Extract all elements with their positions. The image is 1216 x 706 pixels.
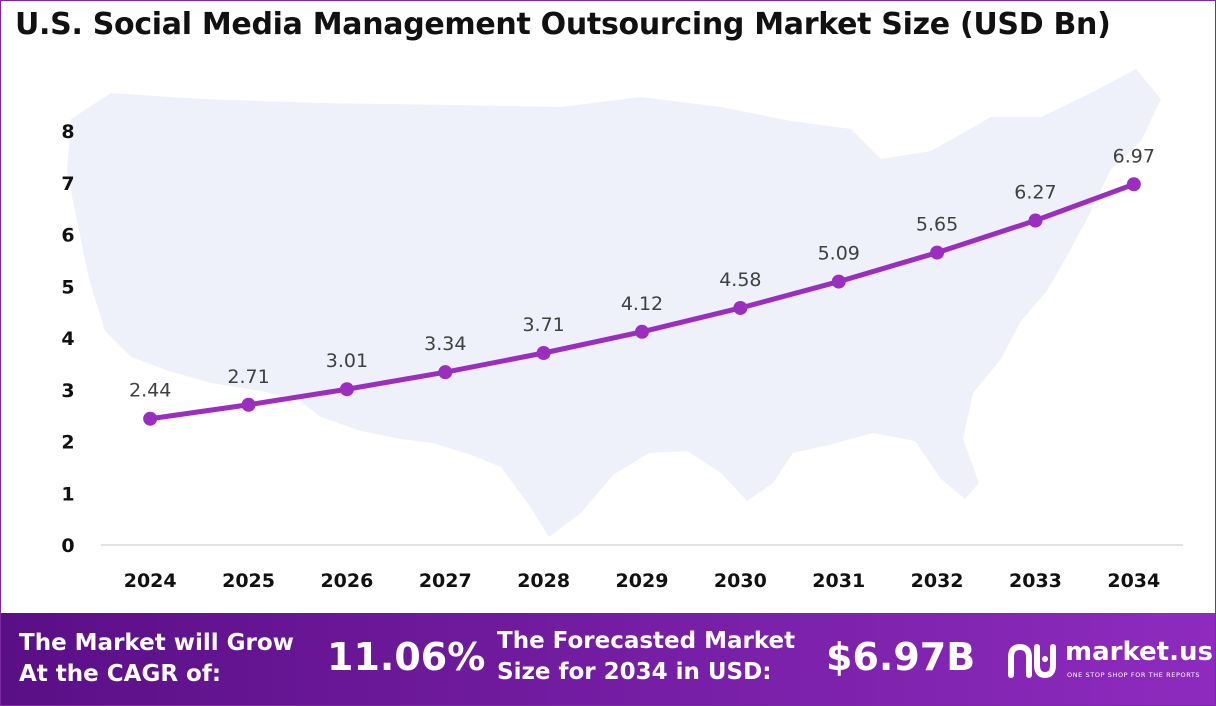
x-tick-label: 2024 <box>124 570 177 592</box>
data-point <box>339 382 354 397</box>
us-map-background <box>67 69 1161 537</box>
y-tick-label: 3 <box>61 380 74 402</box>
x-tick-label: 2033 <box>1009 570 1062 592</box>
data-label: 4.12 <box>621 293 663 315</box>
data-label: 6.97 <box>1113 145 1155 167</box>
data-label: 3.71 <box>522 314 564 336</box>
forecast-label-line2: Size for 2034 in USD: <box>497 659 772 685</box>
series-markers <box>143 177 1141 426</box>
data-label: 5.09 <box>818 243 860 265</box>
y-tick-label: 5 <box>61 276 74 298</box>
data-label: 3.34 <box>424 333 466 355</box>
data-point <box>635 324 649 339</box>
y-axis: 0 1 2 3 4 5 6 7 8 <box>61 121 74 557</box>
y-tick-label: 1 <box>61 483 74 505</box>
forecast-label-line1: The Forecasted Market <box>497 628 796 654</box>
x-tick-label: 2025 <box>222 570 275 592</box>
data-point <box>143 411 158 426</box>
forecast-label: The Forecasted Market Size for 2034 in U… <box>497 626 795 688</box>
data-point <box>1126 177 1141 192</box>
x-tick-label: 2030 <box>714 570 767 592</box>
x-tick-label: 2031 <box>812 570 865 592</box>
x-tick-label: 2027 <box>419 570 472 592</box>
x-tick-label: 2034 <box>1107 570 1160 592</box>
data-labels: 2.44 2.71 3.01 3.34 3.71 4.12 4.58 5.09 5.65 6.27… <box>129 145 1155 401</box>
data-point <box>438 365 453 380</box>
brand-name: market.us <box>1065 637 1213 667</box>
data-label: 6.27 <box>1014 182 1056 204</box>
y-tick-label: 8 <box>61 121 74 143</box>
cagr-label-line2: At the CAGR of: <box>19 661 222 687</box>
data-point <box>241 397 256 412</box>
y-tick-label: 6 <box>61 225 74 247</box>
x-axis: 2024 2025 2026 2027 2028 2029 2030 2031 2032 2033… <box>124 570 1161 592</box>
cagr-value: 11.06% <box>327 635 486 679</box>
x-tick-label: 2032 <box>911 570 964 592</box>
x-tick-label: 2026 <box>320 570 373 592</box>
brand-tagline: ONE STOP SHOP FOR THE REPORTS <box>1067 671 1201 679</box>
data-label: 4.58 <box>719 269 761 291</box>
y-tick-label: 0 <box>61 535 74 557</box>
data-point <box>831 274 846 289</box>
y-tick-label: 4 <box>61 328 74 350</box>
data-point <box>1028 213 1043 228</box>
chart-title: U.S. Social Media Management Outsourcing… <box>15 7 1111 42</box>
cagr-label-line1: The Market will Grow <box>19 630 294 656</box>
x-tick-label: 2029 <box>616 570 669 592</box>
data-label: 2.71 <box>227 366 269 388</box>
x-tick-label: 2028 <box>517 570 570 592</box>
forecast-value: $6.97B <box>826 635 976 679</box>
market-us-logo-icon <box>1008 643 1056 679</box>
data-point <box>536 346 551 361</box>
data-label: 2.44 <box>129 380 171 402</box>
y-tick-label: 7 <box>61 173 74 195</box>
summary-banner: The Market will Grow At the CAGR of: 11.… <box>1 613 1215 705</box>
data-label: 3.01 <box>326 350 368 372</box>
data-point <box>930 245 945 260</box>
cagr-label: The Market will Grow At the CAGR of: <box>19 628 294 690</box>
data-point <box>733 300 748 315</box>
data-label: 5.65 <box>916 214 958 236</box>
y-tick-label: 2 <box>61 432 74 454</box>
